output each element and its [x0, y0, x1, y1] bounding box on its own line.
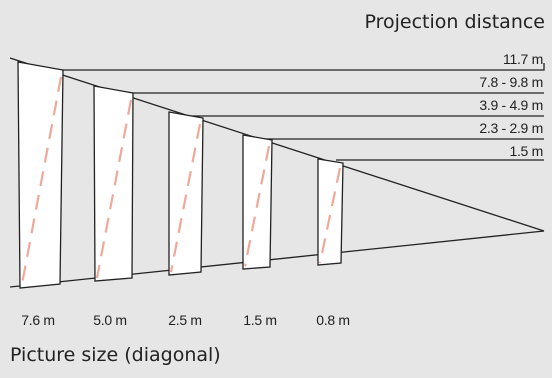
size-label-7-6: 7.6 m — [21, 312, 55, 328]
projection-distance-title: Projection distance — [364, 11, 546, 33]
size-label-1-5: 1.5 m — [243, 312, 277, 328]
distance-label-1-5: 1.5 m — [509, 143, 543, 159]
size-label-0-8: 0.8 m — [316, 312, 350, 328]
distance-label-7-8-9-8: 7.8 - 9.8 m — [479, 74, 543, 90]
screen-0-8 — [317, 158, 344, 266]
distance-label-2-3-2-9: 2.3 - 2.9 m — [479, 120, 543, 136]
screen-7-6 — [17, 61, 64, 289]
picture-size-title: Picture size (diagonal) — [10, 344, 221, 366]
cone-top-line — [9, 57, 545, 232]
screen-2-5 — [168, 111, 204, 276]
cone-bottom-line — [9, 230, 545, 288]
size-label-5-0: 5.0 m — [93, 312, 127, 328]
screen-1-5 — [242, 134, 273, 270]
distance-lines — [55, 63, 545, 161]
size-label-2-5: 2.5 m — [168, 312, 202, 328]
distance-line-11-7 — [55, 63, 545, 71]
screen-5-0 — [93, 85, 134, 282]
distance-label-11-7: 11.7 m — [503, 51, 543, 67]
distance-label-3-9-4-9: 3.9 - 4.9 m — [479, 97, 543, 113]
